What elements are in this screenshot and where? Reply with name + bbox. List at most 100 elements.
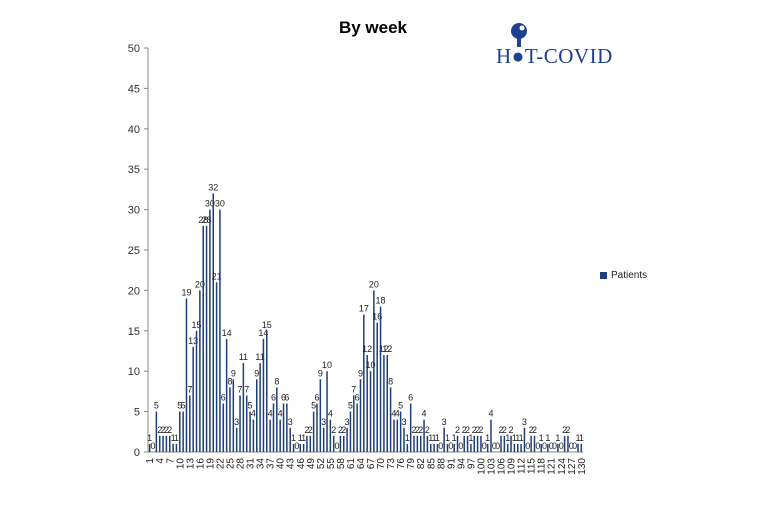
legend-label: Patients [611,270,648,281]
bar [272,403,275,452]
bar [500,435,502,452]
bar [202,225,204,452]
bar [212,193,215,452]
bar [235,427,238,452]
data-label: 0 [535,441,540,451]
data-label: 2 [425,425,430,435]
bar [473,435,476,452]
x-tick-label: 106 [497,458,508,475]
bar [577,443,579,452]
bar [195,330,198,452]
bar [219,209,221,452]
data-label: 6 [221,393,226,403]
bar [363,314,365,452]
x-tick-label: 76 [396,458,407,470]
bar [486,443,489,452]
x-tick-label: 115 [527,458,538,474]
data-label: 7 [187,384,192,394]
y-tick-label: 40 [128,124,140,136]
bar [292,443,295,452]
data-label: 2 [341,425,346,435]
data-label: 13 [188,336,198,346]
data-label: 2 [472,425,477,435]
bar [399,411,402,452]
x-tick-label: 28 [236,458,247,470]
x-tick-label: 52 [316,458,327,470]
data-label: 6 [281,393,286,403]
bar [446,443,449,452]
bar [349,411,352,452]
bar [379,306,382,452]
bar [396,419,399,452]
x-tick-label: 112 [517,458,528,474]
data-label: 5 [181,401,186,411]
bar [239,395,241,452]
bar [557,443,559,452]
data-label: 0 [572,441,577,451]
bar [433,443,435,452]
bar [383,355,385,452]
x-tick-label: 31 [246,458,257,470]
data-label: 18 [376,296,386,306]
data-label: 0 [335,441,340,451]
bar [148,443,151,452]
data-label: 14 [222,328,232,338]
x-tick-label: 97 [466,458,477,470]
data-label: 14 [258,328,268,338]
bar [409,403,412,452]
bar [520,443,522,452]
bar [169,435,171,452]
data-label: 12 [362,344,372,354]
bar [426,435,429,452]
data-label: 2 [465,425,470,435]
x-tick-label: 13 [185,458,196,470]
data-label: 2 [532,425,537,435]
data-label: 4 [328,409,333,419]
data-label: 11 [255,352,264,362]
data-label: 2 [304,425,309,435]
bar [339,435,342,452]
data-label: 3 [522,417,527,427]
bar [245,395,248,452]
hot-covid-logo: H●T-COVID [496,22,626,72]
data-label: 1 [468,433,473,443]
data-label: 2 [502,425,507,435]
bar [326,371,328,452]
bar [175,443,178,452]
data-label: 2 [161,425,166,435]
bar [563,435,566,452]
data-label: 0 [525,441,530,451]
bar [319,379,322,452]
data-label: 1 [435,433,440,443]
data-label: 9 [358,368,363,378]
data-label: 1 [428,433,433,443]
data-label: 3 [401,417,406,427]
data-label: 2 [418,425,423,435]
x-tick-label: 100 [476,458,487,475]
bar [199,290,201,452]
x-tick-label: 61 [346,458,357,470]
x-tick-label: 49 [306,458,317,470]
bar [547,443,549,452]
data-label: 4 [422,409,427,419]
x-tick-label: 19 [205,458,216,470]
bar [259,363,261,452]
x-tick-label: 88 [436,458,447,470]
x-tick-label: 40 [276,458,287,470]
data-label: 0 [549,441,554,451]
data-label: 1 [539,433,544,443]
bar [189,395,191,452]
bar [373,290,375,452]
y-tick-label: 5 [134,407,140,419]
bar [470,443,472,452]
bar [343,435,345,452]
y-tick-label: 15 [128,326,140,338]
x-tick-label: 55 [326,458,337,470]
bar [436,443,439,452]
data-label: 6 [271,393,276,403]
data-label: 2 [529,425,534,435]
data-label: 1 [405,433,410,443]
data-label: 3 [345,417,350,427]
x-tick-label: 16 [195,458,206,470]
